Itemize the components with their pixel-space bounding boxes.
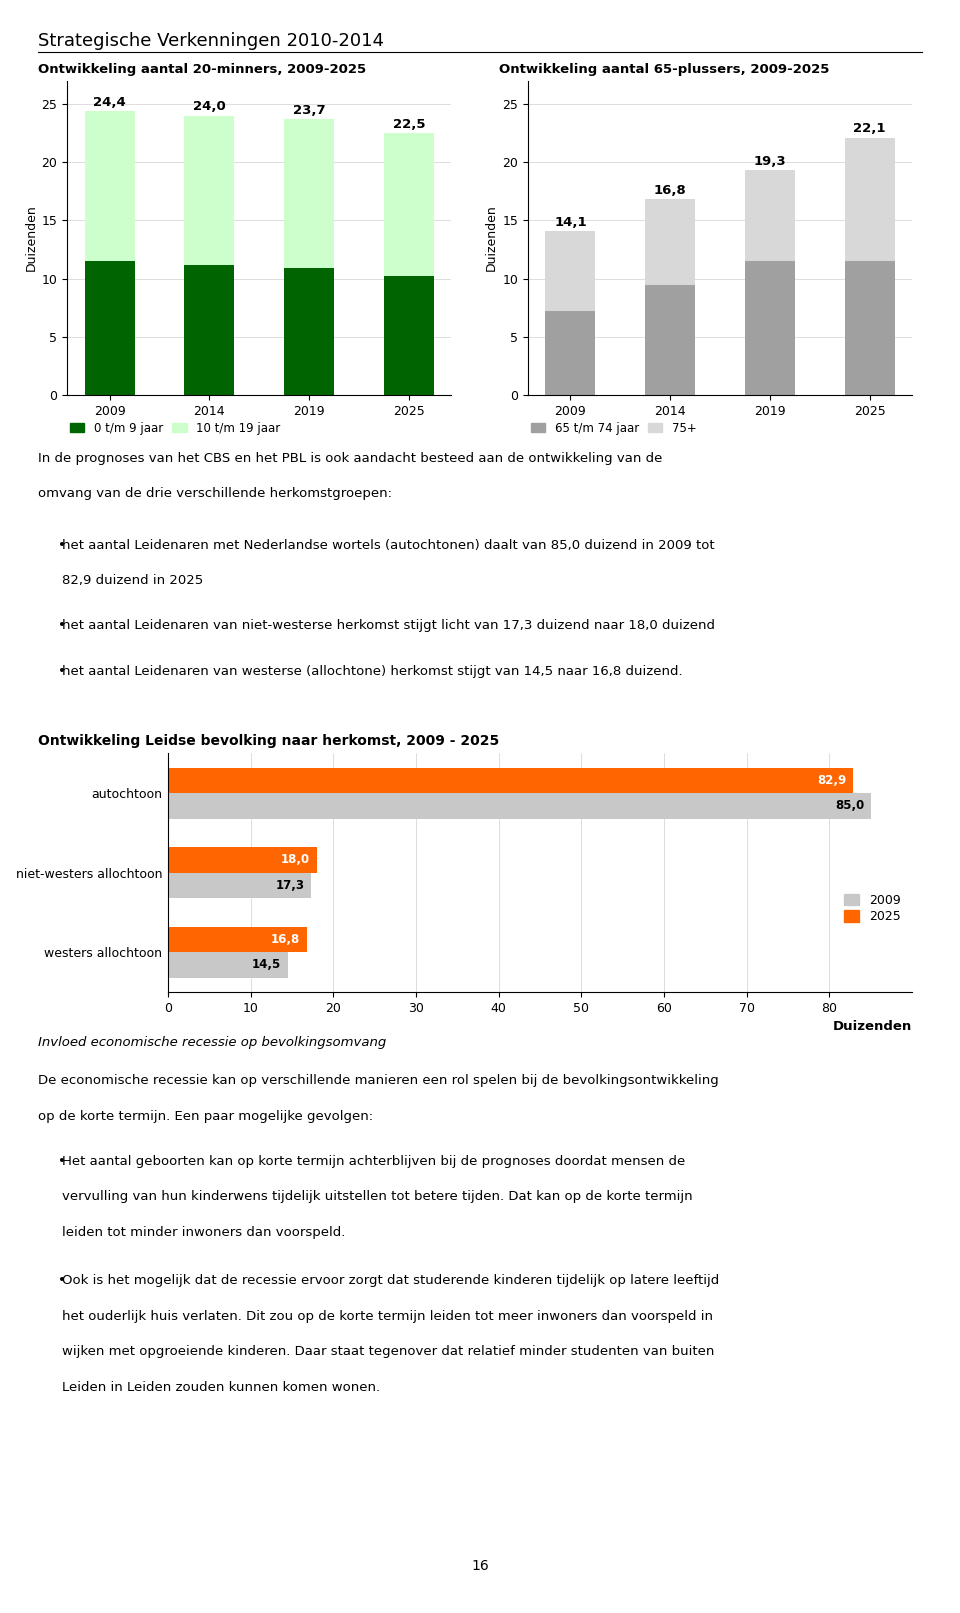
- Bar: [168, 952, 288, 977]
- Text: 14,1: 14,1: [554, 216, 587, 229]
- Bar: [284, 119, 334, 268]
- Text: het aantal Leidenaren van niet-westerse herkomst stijgt licht van 17,3 duizend n: het aantal Leidenaren van niet-westerse …: [62, 619, 715, 632]
- Text: Strategische Verkenningen 2010-2014: Strategische Verkenningen 2010-2014: [38, 32, 384, 50]
- Text: Ontwikkeling Leidse bevolking naar herkomst, 2009 - 2025: Ontwikkeling Leidse bevolking naar herko…: [38, 734, 499, 748]
- Bar: [745, 171, 795, 261]
- Bar: [384, 134, 434, 276]
- Text: Invloed economische recessie op bevolkingsomvang: Invloed economische recessie op bevolkin…: [38, 1036, 387, 1048]
- Text: 19,3: 19,3: [754, 155, 786, 168]
- Text: •: •: [58, 619, 65, 632]
- Text: 16,8: 16,8: [654, 184, 686, 197]
- Text: het aantal Leidenaren van westerse (allochtone) herkomst stijgt van 14,5 naar 16: het aantal Leidenaren van westerse (allo…: [62, 665, 683, 677]
- Bar: [845, 261, 895, 395]
- Bar: [184, 116, 234, 265]
- Bar: [645, 200, 695, 284]
- Text: Leiden in Leiden zouden kunnen komen wonen.: Leiden in Leiden zouden kunnen komen won…: [62, 1381, 380, 1394]
- Bar: [845, 137, 895, 261]
- Text: Ontwikkeling aantal 20-minners, 2009-2025: Ontwikkeling aantal 20-minners, 2009-202…: [38, 63, 367, 76]
- Text: 18,0: 18,0: [281, 853, 310, 866]
- Text: 82,9 duizend in 2025: 82,9 duizend in 2025: [62, 574, 204, 587]
- Bar: [84, 261, 134, 395]
- Text: vervulling van hun kinderwens tijdelijk uitstellen tot betere tijden. Dat kan op: vervulling van hun kinderwens tijdelijk …: [62, 1190, 693, 1203]
- Text: 22,5: 22,5: [393, 118, 425, 131]
- Text: 16: 16: [471, 1558, 489, 1573]
- Text: •: •: [58, 665, 65, 677]
- Text: In de prognoses van het CBS en het PBL is ook aandacht besteed aan de ontwikkeli: In de prognoses van het CBS en het PBL i…: [38, 452, 662, 465]
- Text: De economische recessie kan op verschillende manieren een rol spelen bij de bevo: De economische recessie kan op verschill…: [38, 1074, 719, 1087]
- Bar: [84, 111, 134, 261]
- Text: het aantal Leidenaren met Nederlandse wortels (autochtonen) daalt van 85,0 duize: het aantal Leidenaren met Nederlandse wo…: [62, 539, 715, 552]
- Bar: [168, 927, 307, 952]
- Text: 14,5: 14,5: [252, 958, 281, 971]
- Text: 82,9: 82,9: [818, 774, 847, 787]
- Text: omvang van de drie verschillende herkomstgroepen:: omvang van de drie verschillende herkoms…: [38, 487, 393, 500]
- Bar: [184, 265, 234, 395]
- Bar: [384, 276, 434, 395]
- Legend: 2009, 2025: 2009, 2025: [839, 889, 905, 929]
- Text: 17,3: 17,3: [276, 879, 304, 892]
- Bar: [745, 261, 795, 395]
- Text: •: •: [58, 1155, 65, 1168]
- Text: •: •: [58, 539, 65, 552]
- Text: leiden tot minder inwoners dan voorspeld.: leiden tot minder inwoners dan voorspeld…: [62, 1226, 346, 1239]
- X-axis label: Duizenden: Duizenden: [832, 1021, 912, 1034]
- Text: 16,8: 16,8: [271, 932, 300, 945]
- Text: 24,0: 24,0: [193, 100, 226, 113]
- Legend: 65 t/m 74 jaar, 75+: 65 t/m 74 jaar, 75+: [526, 418, 702, 440]
- Y-axis label: Duizenden: Duizenden: [485, 205, 498, 271]
- Text: 85,0: 85,0: [835, 800, 864, 813]
- Y-axis label: Duizenden: Duizenden: [24, 205, 37, 271]
- Text: wijken met opgroeiende kinderen. Daar staat tegenover dat relatief minder studen: wijken met opgroeiende kinderen. Daar st…: [62, 1345, 715, 1358]
- Text: Ontwikkeling aantal 65-plussers, 2009-2025: Ontwikkeling aantal 65-plussers, 2009-20…: [499, 63, 829, 76]
- Bar: [284, 268, 334, 395]
- Bar: [645, 284, 695, 395]
- Bar: [545, 311, 595, 395]
- Legend: 0 t/m 9 jaar, 10 t/m 19 jaar: 0 t/m 9 jaar, 10 t/m 19 jaar: [65, 418, 285, 440]
- Bar: [168, 847, 317, 873]
- Bar: [168, 794, 871, 818]
- Text: •: •: [58, 1274, 65, 1287]
- Bar: [168, 768, 853, 794]
- Bar: [168, 873, 311, 898]
- Text: 23,7: 23,7: [293, 103, 325, 116]
- Text: Ook is het mogelijk dat de recessie ervoor zorgt dat studerende kinderen tijdeli: Ook is het mogelijk dat de recessie ervo…: [62, 1274, 720, 1287]
- Text: Het aantal geboorten kan op korte termijn achterblijven bij de prognoses doordat: Het aantal geboorten kan op korte termij…: [62, 1155, 685, 1168]
- Text: op de korte termijn. Een paar mogelijke gevolgen:: op de korte termijn. Een paar mogelijke …: [38, 1110, 373, 1123]
- Text: het ouderlijk huis verlaten. Dit zou op de korte termijn leiden tot meer inwoner: het ouderlijk huis verlaten. Dit zou op …: [62, 1310, 713, 1323]
- Text: 22,1: 22,1: [853, 123, 886, 135]
- Bar: [545, 231, 595, 311]
- Text: 24,4: 24,4: [93, 95, 126, 108]
